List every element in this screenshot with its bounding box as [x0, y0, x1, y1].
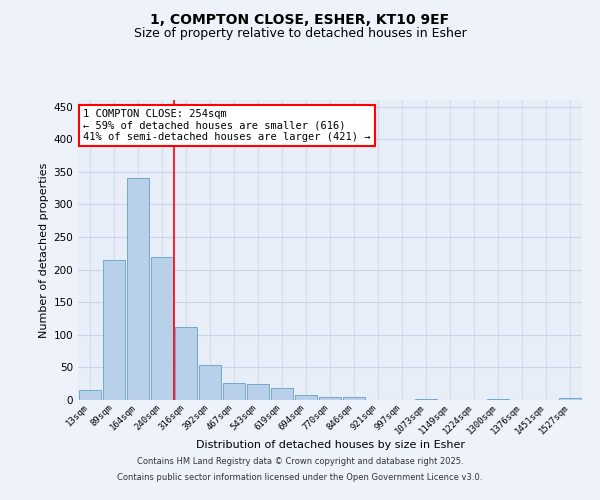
Bar	[127, 178, 149, 400]
Text: Size of property relative to detached houses in Esher: Size of property relative to detached ho…	[134, 28, 466, 40]
Bar	[271, 388, 293, 400]
Y-axis label: Number of detached properties: Number of detached properties	[39, 162, 49, 338]
Text: 1, COMPTON CLOSE, ESHER, KT10 9EF: 1, COMPTON CLOSE, ESHER, KT10 9EF	[151, 12, 449, 26]
Bar	[175, 327, 197, 400]
Text: 1 COMPTON CLOSE: 254sqm
← 59% of detached houses are smaller (616)
41% of semi-d: 1 COMPTON CLOSE: 254sqm ← 59% of detache…	[83, 109, 371, 142]
Bar	[415, 398, 437, 400]
Bar	[343, 398, 365, 400]
X-axis label: Distribution of detached houses by size in Esher: Distribution of detached houses by size …	[196, 440, 464, 450]
Text: Contains HM Land Registry data © Crown copyright and database right 2025.: Contains HM Land Registry data © Crown c…	[137, 458, 463, 466]
Bar	[79, 390, 101, 400]
Bar	[559, 398, 581, 400]
Bar	[247, 384, 269, 400]
Bar	[151, 256, 173, 400]
Bar	[223, 383, 245, 400]
Bar	[199, 365, 221, 400]
Text: Contains public sector information licensed under the Open Government Licence v3: Contains public sector information licen…	[118, 472, 482, 482]
Bar	[487, 398, 509, 400]
Bar	[319, 396, 341, 400]
Bar	[103, 260, 125, 400]
Bar	[295, 395, 317, 400]
